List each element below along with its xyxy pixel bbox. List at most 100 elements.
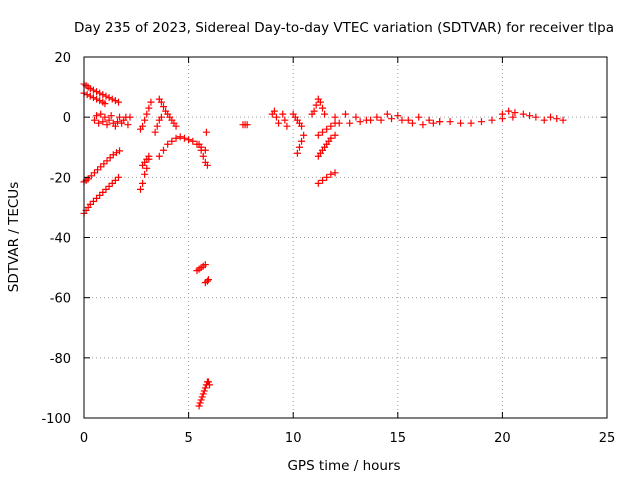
data-point bbox=[199, 152, 207, 160]
data-point bbox=[139, 179, 147, 187]
series-arc-6h-drop bbox=[195, 140, 211, 169]
data-point bbox=[93, 88, 101, 96]
data-point bbox=[151, 128, 159, 136]
data-point bbox=[327, 134, 335, 142]
data-point bbox=[195, 402, 203, 410]
data-point bbox=[327, 122, 335, 130]
data-point bbox=[90, 169, 98, 177]
series-arc-upper-left-2 bbox=[80, 89, 109, 108]
data-point bbox=[429, 119, 437, 127]
data-point bbox=[377, 116, 385, 124]
data-point bbox=[394, 112, 402, 120]
data-point bbox=[100, 160, 108, 168]
data-point bbox=[509, 113, 517, 121]
series-arc-3h-mid bbox=[139, 152, 153, 169]
series-arc-11h-c bbox=[314, 131, 339, 160]
data-point bbox=[115, 98, 123, 106]
data-point bbox=[143, 164, 151, 172]
data-point bbox=[425, 116, 433, 124]
data-point bbox=[102, 92, 110, 100]
data-point bbox=[281, 116, 289, 124]
data-point bbox=[331, 131, 339, 139]
x-tick-label: 0 bbox=[80, 431, 88, 446]
data-point bbox=[498, 110, 506, 118]
data-point bbox=[346, 119, 354, 127]
data-point bbox=[102, 185, 110, 193]
data-point bbox=[331, 169, 339, 177]
data-point bbox=[157, 98, 165, 106]
x-axis-label: GPS time / hours bbox=[287, 458, 400, 474]
data-point bbox=[200, 387, 208, 395]
data-point bbox=[404, 116, 412, 124]
series-arc-3h bbox=[136, 98, 155, 133]
data-point bbox=[105, 94, 113, 102]
series-arc-minus20 bbox=[80, 147, 124, 186]
data-point bbox=[86, 200, 94, 208]
x-tick-label: 25 bbox=[599, 431, 616, 446]
data-point bbox=[145, 152, 153, 160]
data-point bbox=[201, 384, 209, 392]
data-point bbox=[457, 119, 465, 127]
data-point bbox=[89, 197, 97, 205]
data-point bbox=[84, 175, 92, 183]
data-point bbox=[316, 98, 324, 106]
data-point bbox=[202, 128, 210, 136]
data-point bbox=[352, 113, 360, 121]
data-point bbox=[270, 107, 278, 115]
data-point bbox=[203, 161, 211, 169]
data-point bbox=[124, 121, 132, 129]
data-point bbox=[89, 86, 97, 94]
data-point bbox=[477, 118, 485, 126]
series-arc-11h bbox=[308, 95, 329, 118]
y-tick-label: -40 bbox=[50, 232, 71, 247]
data-point bbox=[116, 147, 124, 155]
data-point bbox=[86, 85, 94, 93]
data-points bbox=[80, 80, 567, 410]
data-point bbox=[398, 116, 406, 124]
x-tick-label: 5 bbox=[184, 431, 192, 446]
y-tick-label: 20 bbox=[54, 51, 71, 66]
data-point bbox=[436, 118, 444, 126]
data-point bbox=[111, 122, 119, 130]
series-arc-6h-point bbox=[202, 128, 210, 136]
data-point bbox=[323, 173, 331, 181]
data-point bbox=[141, 170, 149, 178]
data-point bbox=[388, 115, 396, 123]
data-point bbox=[559, 116, 567, 124]
data-point bbox=[99, 118, 107, 126]
series-arc-10.4h bbox=[293, 131, 308, 157]
data-point bbox=[86, 92, 94, 100]
data-point bbox=[206, 381, 214, 389]
data-point bbox=[197, 396, 205, 404]
data-point bbox=[96, 97, 104, 105]
data-point bbox=[126, 113, 134, 121]
data-point bbox=[83, 91, 91, 99]
data-point bbox=[275, 119, 283, 127]
data-point bbox=[446, 118, 454, 126]
data-point bbox=[107, 112, 115, 120]
data-point bbox=[176, 133, 184, 141]
data-point bbox=[108, 179, 116, 187]
data-point bbox=[318, 128, 326, 136]
y-axis-label: SDTVAR / TECUs bbox=[6, 182, 22, 292]
data-point bbox=[159, 146, 167, 154]
series-arc-4-6h bbox=[155, 133, 209, 160]
data-point bbox=[115, 173, 123, 181]
data-point bbox=[89, 94, 97, 102]
series-arc-minus30 bbox=[80, 173, 123, 217]
data-point bbox=[526, 112, 534, 120]
data-point bbox=[540, 116, 548, 124]
data-point bbox=[321, 110, 329, 118]
data-point bbox=[93, 112, 101, 120]
series-arc-11h-b bbox=[314, 119, 339, 139]
data-point bbox=[105, 116, 113, 124]
series-arc-17-20h bbox=[436, 113, 517, 127]
data-point bbox=[153, 122, 161, 130]
data-point bbox=[172, 122, 180, 130]
series-arc-minus90 bbox=[195, 378, 214, 410]
data-point bbox=[547, 113, 555, 121]
data-point bbox=[314, 179, 322, 187]
data-point bbox=[298, 137, 306, 145]
data-point bbox=[111, 97, 119, 105]
data-point bbox=[519, 110, 527, 118]
